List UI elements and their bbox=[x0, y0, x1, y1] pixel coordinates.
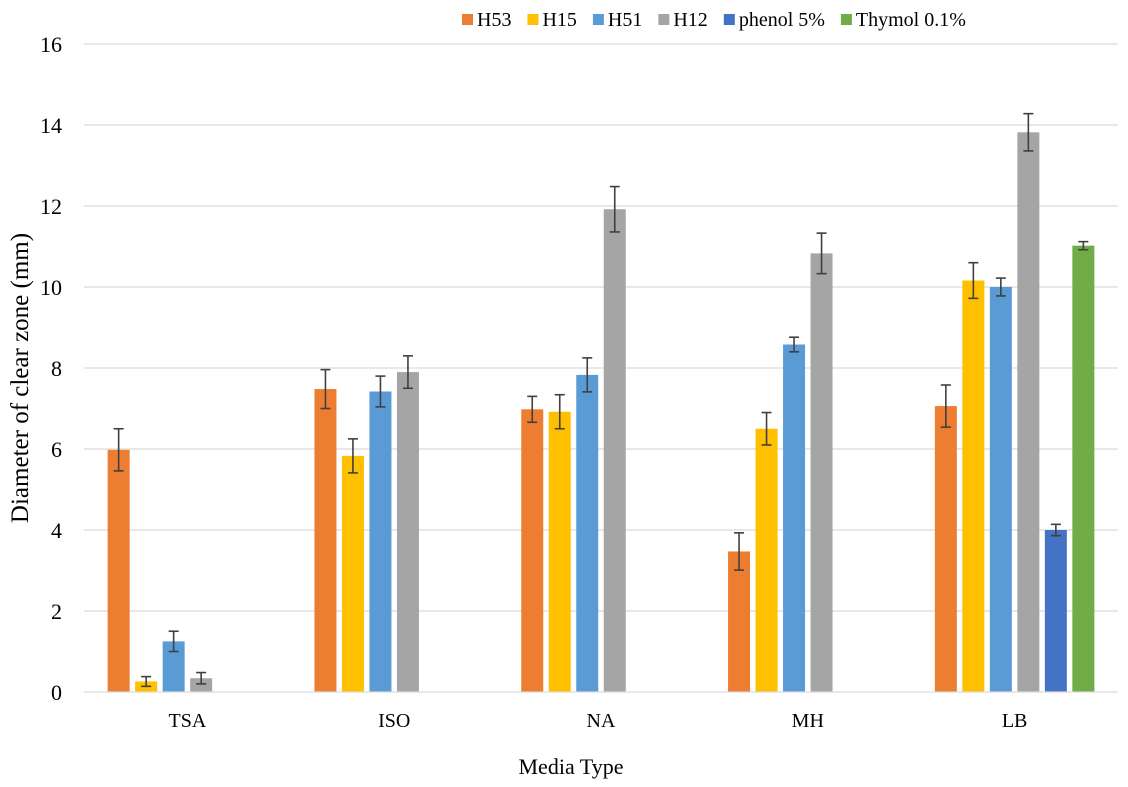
y-tick-label: 0 bbox=[51, 680, 62, 705]
error-bar-h15-tsa bbox=[141, 675, 152, 688]
legend-swatch bbox=[527, 14, 539, 25]
bar-thymol-0-1-lb bbox=[1072, 245, 1095, 692]
error-bar-h51-lb bbox=[995, 277, 1006, 297]
x-tick-label: LB bbox=[1002, 710, 1028, 732]
bar-h53-lb bbox=[934, 406, 957, 692]
error-bar-h51-iso bbox=[375, 375, 386, 408]
x-axis-title: Media Type bbox=[519, 754, 624, 779]
bar-h12-na bbox=[603, 209, 626, 693]
y-tick-label: 8 bbox=[51, 356, 62, 381]
error-bar-thymol-0-1-lb bbox=[1078, 240, 1089, 251]
error-bar-h53-iso bbox=[320, 368, 331, 410]
y-tick-label: 16 bbox=[40, 32, 62, 57]
error-bars bbox=[113, 112, 1089, 688]
legend-label: H15 bbox=[542, 9, 576, 31]
bar-h51-tsa bbox=[162, 641, 185, 692]
y-tick-label: 6 bbox=[51, 437, 62, 462]
error-bar-h15-iso bbox=[347, 438, 358, 474]
error-bar-h53-na bbox=[527, 395, 538, 424]
bar-h12-tsa bbox=[190, 678, 213, 692]
legend-swatch bbox=[462, 14, 473, 25]
bars bbox=[107, 132, 1095, 693]
legend-label: Thymol 0.1% bbox=[856, 9, 966, 31]
bar-h15-iso bbox=[341, 455, 364, 692]
y-tick-label: 14 bbox=[40, 113, 62, 138]
error-bar-h12-mh bbox=[816, 232, 827, 275]
error-bar-h12-lb bbox=[1023, 112, 1034, 152]
error-bar-h53-tsa bbox=[113, 427, 124, 472]
bar-h12-iso bbox=[396, 372, 419, 692]
legend-swatch bbox=[658, 14, 670, 25]
bar-h15-mh bbox=[755, 428, 778, 692]
bar-h12-lb bbox=[1017, 132, 1040, 693]
error-bar-h51-na bbox=[582, 357, 593, 393]
bar-h12-mh bbox=[810, 253, 833, 692]
error-bar-h12-na bbox=[609, 185, 620, 233]
legend-swatch bbox=[723, 14, 735, 25]
legend-label: phenol 5% bbox=[739, 9, 825, 31]
bar-h53-iso bbox=[314, 389, 337, 692]
y-tick-label: 4 bbox=[51, 518, 62, 543]
error-bar-phenol-5-lb bbox=[1050, 523, 1061, 537]
gridlines bbox=[84, 43, 1118, 612]
bar-h51-na bbox=[576, 374, 599, 692]
x-tick-label: NA bbox=[587, 710, 616, 732]
error-bar-h51-mh bbox=[789, 336, 800, 353]
error-bar-h15-mh bbox=[761, 411, 772, 446]
legend: H53 H15 H51 H12 phenol 5% Thymol 0.1% bbox=[462, 9, 966, 31]
legend-item-phenol-5: phenol 5% bbox=[723, 9, 825, 31]
legend-item-h15: H15 bbox=[527, 9, 577, 31]
y-tick-label: 10 bbox=[40, 275, 62, 300]
bar-h53-mh bbox=[728, 551, 751, 692]
legend-swatch bbox=[592, 14, 604, 25]
x-axis-ticks: TSA ISO NA MH LB bbox=[169, 710, 1028, 732]
legend-item-h51: H51 bbox=[592, 9, 642, 31]
bar-h51-mh bbox=[783, 344, 806, 692]
y-tick-label: 12 bbox=[40, 194, 62, 219]
x-tick-label: TSA bbox=[169, 710, 207, 732]
error-bar-h15-na bbox=[554, 393, 565, 430]
legend-label: H12 bbox=[673, 9, 707, 31]
y-axis-ticks: 0 2 4 6 8 10 12 14 16 bbox=[40, 32, 62, 705]
legend-item-h12: H12 bbox=[658, 9, 708, 31]
legend-item-thymol-0-1: Thymol 0.1% bbox=[840, 9, 966, 31]
bar-h51-iso bbox=[369, 391, 392, 692]
legend-label: H53 bbox=[477, 9, 511, 31]
error-bar-h12-iso bbox=[402, 355, 413, 390]
bar-h53-na bbox=[521, 409, 544, 692]
x-tick-label: MH bbox=[792, 710, 824, 732]
y-tick-label: 2 bbox=[51, 599, 62, 624]
legend-label: H51 bbox=[608, 9, 642, 31]
error-bar-h53-lb bbox=[940, 384, 951, 428]
bar-h15-lb bbox=[962, 280, 985, 692]
error-bar-h15-lb bbox=[968, 261, 979, 300]
error-bar-h12-tsa bbox=[196, 671, 207, 685]
bar-h51-lb bbox=[989, 287, 1012, 692]
legend-item-h53: H53 bbox=[462, 9, 511, 31]
bar-phenol-5-lb bbox=[1044, 530, 1067, 692]
legend-swatch bbox=[840, 14, 852, 25]
x-tick-label: ISO bbox=[378, 710, 410, 732]
error-bar-h51-tsa bbox=[168, 630, 179, 653]
bar-h15-na bbox=[548, 411, 571, 692]
y-axis-title: Diameter of clear zone (mm) bbox=[7, 233, 34, 523]
bar-h53-tsa bbox=[107, 449, 130, 692]
error-bar-h53-mh bbox=[734, 532, 745, 571]
